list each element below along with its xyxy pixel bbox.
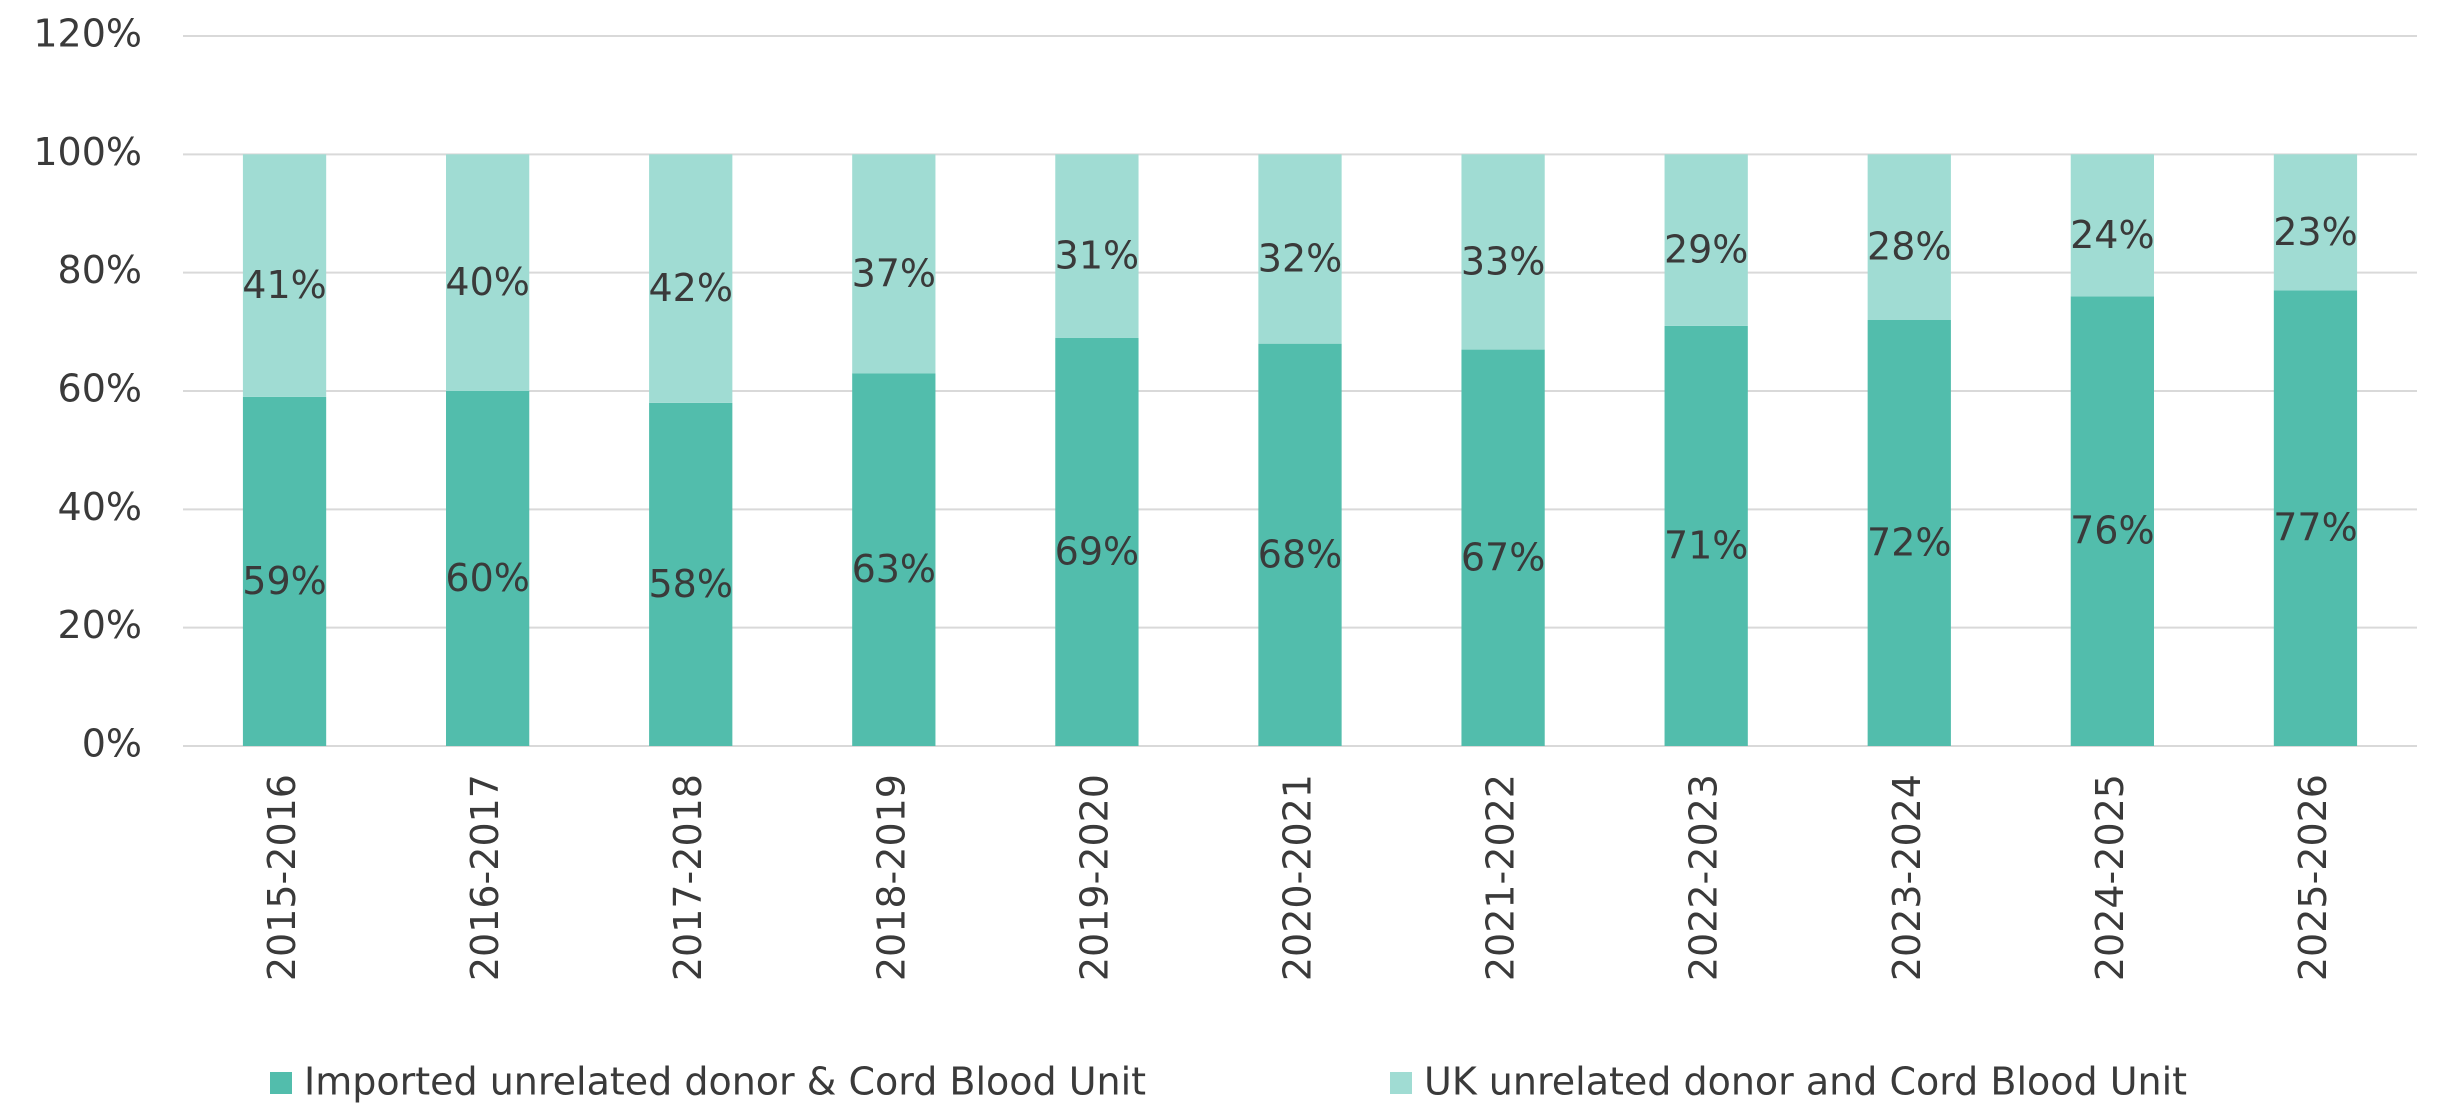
data-label: 42% <box>648 266 732 310</box>
y-tick-label: 20% <box>58 603 142 647</box>
x-tick-label: 2024-2025 <box>2088 774 2132 981</box>
x-tick-label: 2023-2024 <box>1885 774 1929 981</box>
data-label: 63% <box>852 547 936 591</box>
bar-segment <box>1664 154 1748 326</box>
bar-segment <box>1461 349 1545 746</box>
x-tick-label: 2025-2026 <box>2291 774 2335 981</box>
legend-swatch <box>1390 1072 1412 1094</box>
bar-segment <box>1461 154 1545 350</box>
bar-segment <box>649 402 733 746</box>
bar-segment <box>1055 337 1139 746</box>
data-label: 41% <box>242 263 326 307</box>
data-label: 58% <box>648 562 732 606</box>
bar-segment <box>852 373 936 746</box>
data-label: 37% <box>852 251 936 295</box>
x-tick-label: 2016-2017 <box>463 774 507 981</box>
bar-segment <box>242 396 327 746</box>
data-label: 68% <box>1258 532 1342 576</box>
y-tick-label: 80% <box>58 248 142 292</box>
bar-segment <box>1258 154 1342 344</box>
data-label: 69% <box>1055 529 1139 573</box>
bar-segment <box>852 154 936 374</box>
y-tick-label: 100% <box>33 130 142 174</box>
bar-segment <box>2070 296 2154 746</box>
legend-label: UK unrelated donor and Cord Blood Unit <box>1424 1060 2187 1104</box>
x-tick-label: 2022-2023 <box>1682 774 1726 981</box>
bar-segment <box>1867 320 1951 746</box>
bar-segment <box>1867 154 1951 320</box>
x-tick-label: 2019-2020 <box>1072 774 1116 981</box>
data-label: 72% <box>1867 521 1951 565</box>
bar-segment <box>446 154 530 391</box>
data-label: 24% <box>2070 213 2154 257</box>
legend-swatch <box>270 1072 292 1094</box>
data-label: 29% <box>1664 228 1748 272</box>
data-label: 67% <box>1461 535 1545 579</box>
bar-segment <box>1664 325 1748 746</box>
data-label: 59% <box>242 559 326 603</box>
bar-segment <box>649 154 733 403</box>
bar-segment <box>1258 343 1342 746</box>
y-tick-label: 40% <box>58 485 142 529</box>
data-label: 23% <box>2273 210 2357 254</box>
bar-segment <box>446 391 530 746</box>
legend-label: Imported unrelated donor & Cord Blood Un… <box>304 1060 1146 1104</box>
data-label: 33% <box>1461 239 1545 283</box>
data-label: 76% <box>2070 509 2154 553</box>
x-tick-label: 2018-2019 <box>869 774 913 981</box>
data-label: 71% <box>1664 523 1748 567</box>
bar-segment <box>2070 154 2154 297</box>
y-tick-label: 60% <box>58 367 142 411</box>
x-tick-label: 2017-2018 <box>666 774 710 981</box>
bar-segment <box>2273 290 2358 746</box>
data-label: 28% <box>1867 225 1951 269</box>
y-tick-label: 0% <box>82 722 142 766</box>
x-tick-label: 2020-2021 <box>1276 774 1320 981</box>
x-tick-label: 2015-2016 <box>260 774 304 981</box>
x-tick-label: 2021-2022 <box>1479 774 1523 981</box>
data-label: 40% <box>445 260 529 304</box>
y-tick-label: 120% <box>33 12 142 56</box>
data-label: 32% <box>1258 237 1342 281</box>
bar-segment <box>2273 154 2358 291</box>
data-label: 31% <box>1055 234 1139 278</box>
bar-segment <box>1055 154 1139 338</box>
bar-segment <box>242 154 327 397</box>
data-label: 60% <box>445 556 529 600</box>
data-label: 77% <box>2273 506 2357 550</box>
